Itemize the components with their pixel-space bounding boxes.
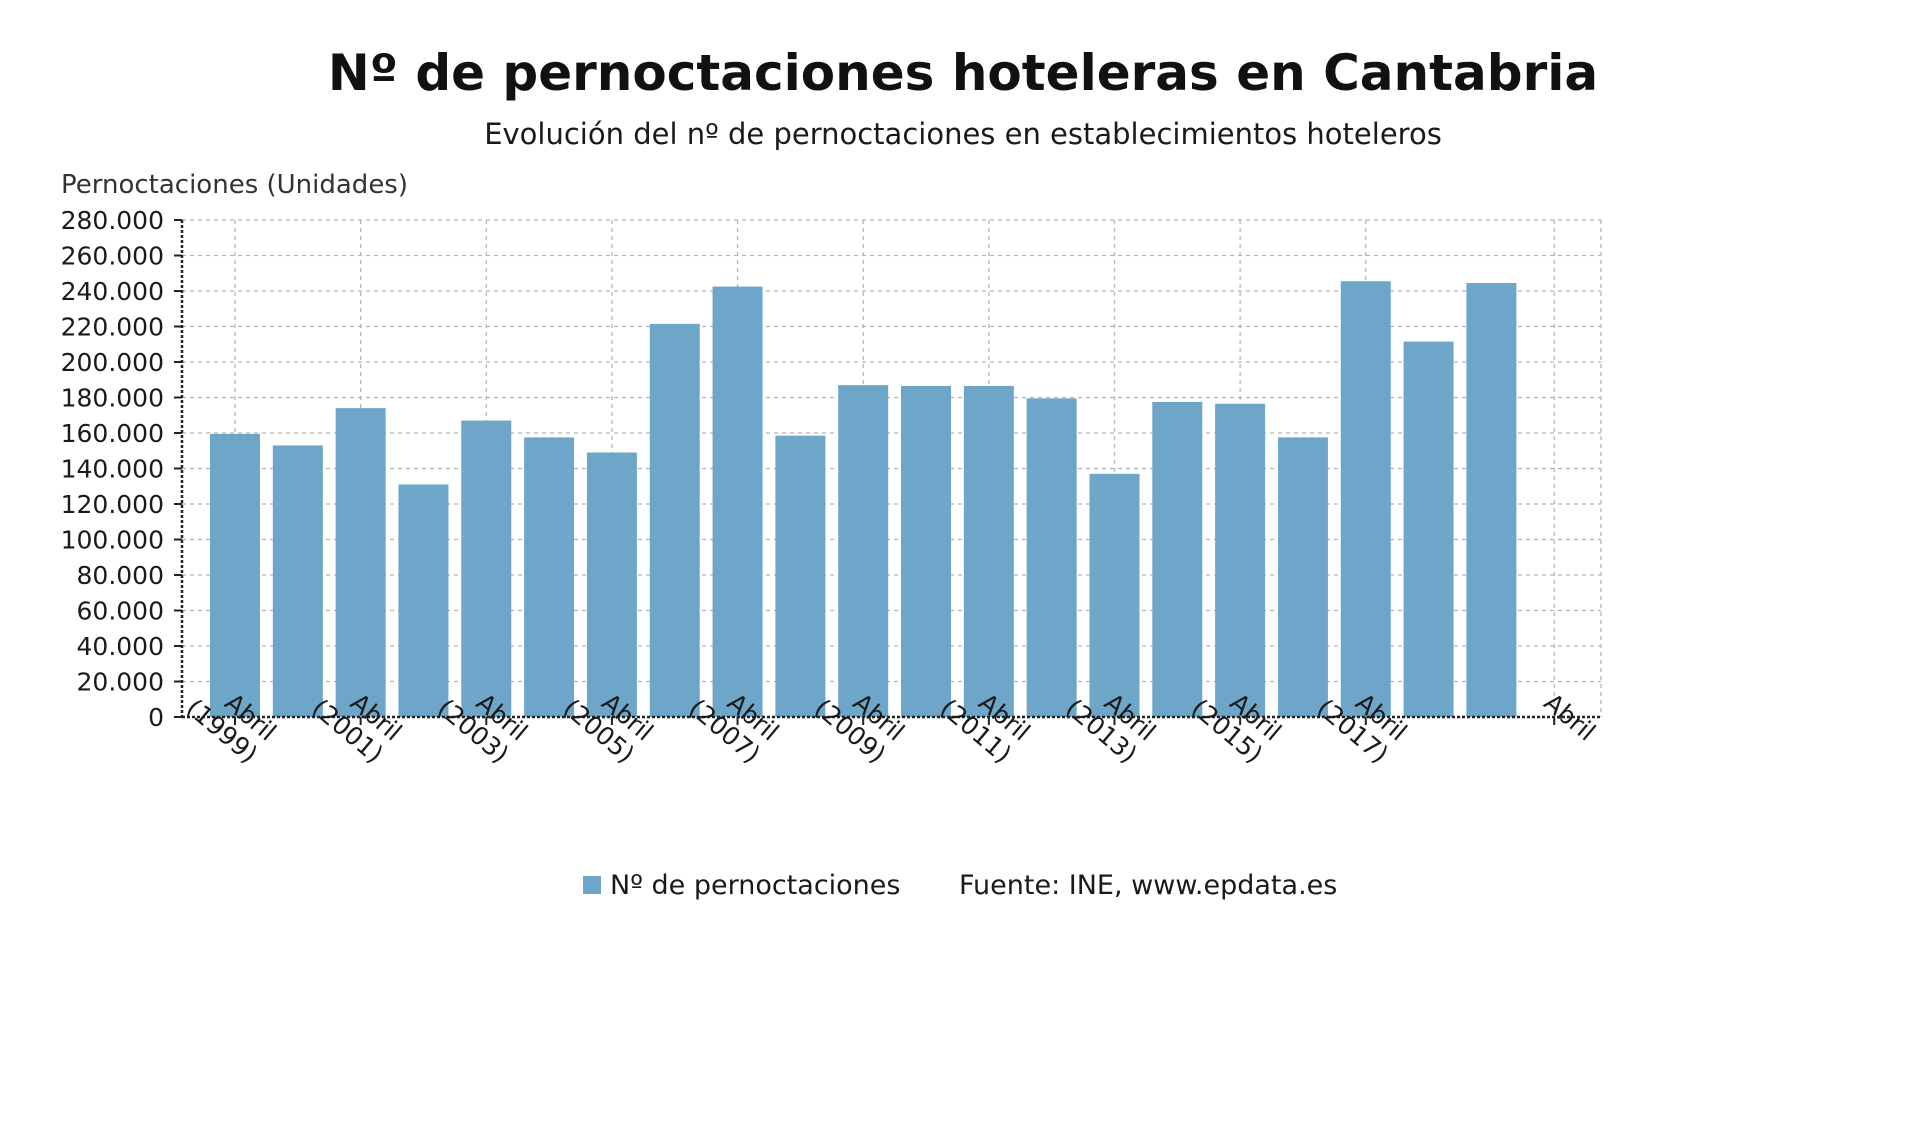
x-tick-label-line1: Abril bbox=[1539, 688, 1601, 747]
x-tick-label: Abril bbox=[1539, 688, 1601, 747]
legend-label: Nº de pernoctaciones bbox=[610, 870, 900, 901]
y-tick-label: 240.000 bbox=[61, 277, 164, 306]
y-tick-label: 60.000 bbox=[77, 597, 164, 626]
y-tick-label: 160.000 bbox=[61, 419, 164, 448]
y-tick-label: 140.000 bbox=[61, 455, 164, 484]
y-tick-label: 220.000 bbox=[61, 313, 164, 342]
bar bbox=[1152, 401, 1203, 717]
y-axis-label: Pernoctaciones (Unidades) bbox=[61, 170, 408, 200]
axes bbox=[174, 219, 1601, 725]
bar bbox=[272, 445, 323, 717]
bar bbox=[712, 286, 763, 717]
bar bbox=[398, 484, 449, 717]
y-tick-label: 20.000 bbox=[77, 668, 164, 697]
y-tick-label: 180.000 bbox=[61, 384, 164, 413]
bar bbox=[586, 452, 637, 717]
bar bbox=[1403, 341, 1454, 717]
y-tick-label: 0 bbox=[148, 703, 164, 732]
bar bbox=[524, 437, 575, 717]
bar bbox=[1089, 473, 1140, 717]
y-tick-label: 260.000 bbox=[61, 242, 164, 271]
bar bbox=[461, 420, 512, 717]
y-tick-label: 280.000 bbox=[61, 206, 164, 235]
y-tick-label: 120.000 bbox=[61, 490, 164, 519]
bar bbox=[1277, 437, 1328, 717]
legend: Nº de pernoctaciones Fuente: INE, www.ep… bbox=[583, 870, 1337, 901]
bar bbox=[210, 433, 260, 717]
bar bbox=[775, 435, 826, 717]
bar bbox=[335, 408, 386, 717]
chart-subtitle: Evolución del nº de pernoctaciones en es… bbox=[484, 117, 1442, 151]
y-tick-label: 40.000 bbox=[77, 632, 164, 661]
bar bbox=[901, 385, 952, 717]
bar bbox=[1026, 398, 1077, 717]
bar bbox=[1215, 403, 1266, 717]
bar bbox=[649, 323, 700, 717]
y-tick-label: 80.000 bbox=[77, 561, 164, 590]
y-tick-label: 100.000 bbox=[61, 526, 164, 555]
chart-title: Nº de pernoctaciones hoteleras en Cantab… bbox=[328, 44, 1598, 102]
bar bbox=[963, 385, 1014, 717]
y-tick-labels: 0 20.000 40.000 60.000 80.000 100.000 120.000 1… bbox=[61, 206, 164, 732]
bar bbox=[1340, 281, 1391, 717]
source-text: Fuente: INE, www.epdata.es bbox=[959, 870, 1337, 901]
bar bbox=[838, 385, 889, 717]
bar bbox=[1466, 283, 1517, 717]
legend-swatch bbox=[583, 876, 601, 894]
y-tick-label: 200.000 bbox=[61, 348, 164, 377]
bars bbox=[210, 281, 1517, 717]
